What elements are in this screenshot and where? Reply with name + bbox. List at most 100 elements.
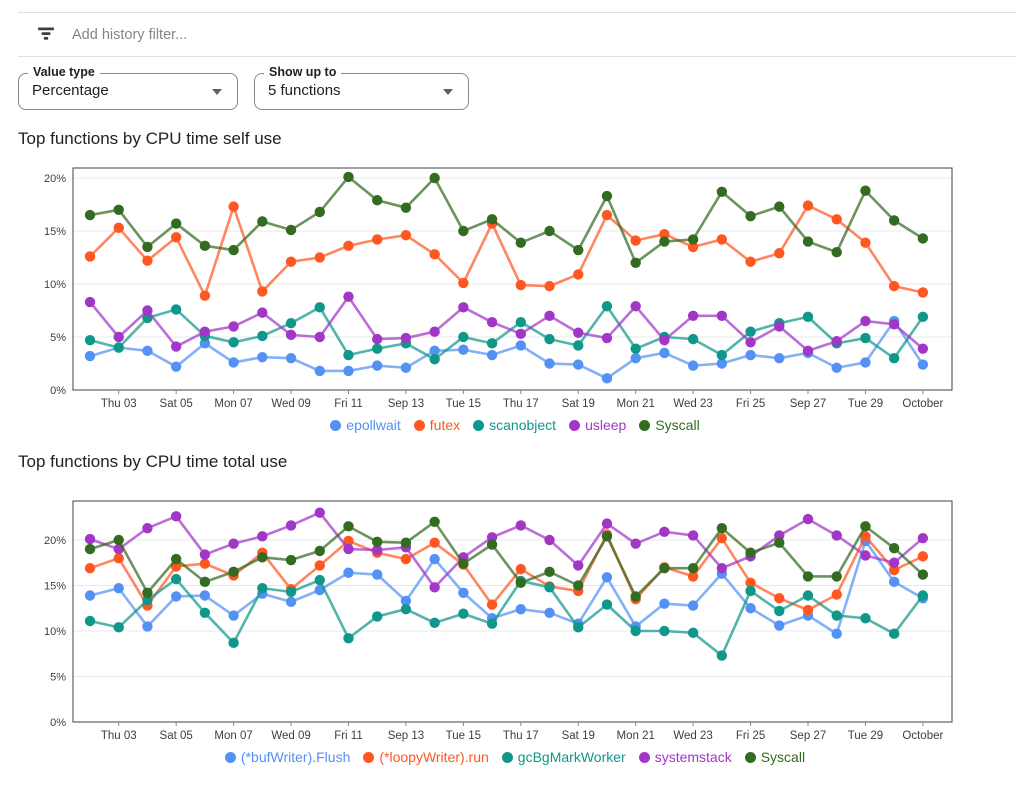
data-point xyxy=(745,256,756,267)
data-point xyxy=(84,296,96,308)
data-point xyxy=(745,349,756,361)
data-point xyxy=(544,310,555,321)
data-point xyxy=(486,338,498,349)
data-point xyxy=(228,637,239,649)
data-point xyxy=(285,596,297,608)
data-point xyxy=(659,563,670,574)
data-point xyxy=(257,351,268,363)
data-point xyxy=(917,287,929,298)
y-axis-tick-label: 15% xyxy=(44,581,66,593)
show-up-to-select[interactable]: Show up to 5 functions xyxy=(254,65,469,110)
data-point xyxy=(774,353,785,364)
data-point xyxy=(888,280,900,292)
data-point xyxy=(257,552,268,563)
data-point xyxy=(458,302,469,313)
data-point xyxy=(113,222,124,234)
data-point xyxy=(745,577,756,588)
data-point xyxy=(285,520,297,531)
data-point xyxy=(774,321,785,332)
data-point xyxy=(458,587,469,598)
value-type-select[interactable]: Value type Percentage xyxy=(18,65,238,110)
data-point xyxy=(429,354,440,365)
data-point xyxy=(257,307,268,318)
data-point xyxy=(745,603,756,614)
data-point xyxy=(687,627,699,639)
data-point xyxy=(802,571,814,582)
data-point xyxy=(716,310,728,321)
data-point xyxy=(400,332,412,344)
legend-dot-icon xyxy=(224,751,236,763)
data-point xyxy=(774,248,785,259)
data-point xyxy=(601,572,613,583)
data-point xyxy=(659,347,670,359)
data-point xyxy=(888,564,900,576)
data-point xyxy=(285,224,297,236)
data-point xyxy=(142,305,153,316)
data-point xyxy=(601,599,613,610)
data-point xyxy=(630,257,641,268)
plot-border xyxy=(72,167,953,391)
legend-dot-icon xyxy=(501,751,513,763)
data-point xyxy=(343,349,354,361)
data-point xyxy=(343,567,354,578)
legend-item: epollwait xyxy=(330,417,401,433)
x-axis-tick-label: Sat 19 xyxy=(562,730,595,742)
data-point xyxy=(84,334,96,346)
data-point xyxy=(573,560,584,571)
data-point xyxy=(170,218,182,229)
data-point xyxy=(659,526,670,538)
data-point xyxy=(372,333,383,345)
data-point xyxy=(716,349,728,361)
series-line xyxy=(88,577,925,657)
data-point xyxy=(314,331,325,343)
data-point xyxy=(860,613,871,624)
data-point xyxy=(84,563,96,574)
data-point xyxy=(573,340,584,351)
data-point xyxy=(228,538,239,549)
data-point xyxy=(601,531,613,542)
y-axis-tick-label: 10% xyxy=(44,626,66,638)
data-point xyxy=(486,316,498,328)
data-point xyxy=(84,590,96,601)
data-point xyxy=(257,531,268,542)
data-point xyxy=(458,225,469,237)
x-axis-tick-label: Sep 27 xyxy=(790,730,826,742)
data-point xyxy=(314,507,325,518)
data-point xyxy=(716,186,728,197)
x-axis-tick-label: Fri 11 xyxy=(334,398,363,410)
legend-dot-icon xyxy=(330,419,342,431)
history-filter-input[interactable] xyxy=(70,22,714,48)
data-point xyxy=(544,534,555,546)
x-axis-tick-label: October xyxy=(902,730,943,742)
data-point xyxy=(601,373,613,384)
data-point xyxy=(515,577,526,588)
data-point xyxy=(343,171,354,183)
x-axis-tick-label: Thu 03 xyxy=(101,730,137,742)
x-axis-tick-label: Mon 21 xyxy=(617,398,655,410)
x-axis-tick-label: Fri 25 xyxy=(736,398,765,410)
x-axis-tick-label: Fri 25 xyxy=(736,730,765,742)
value-type-label: Value type xyxy=(28,65,100,79)
data-point xyxy=(860,332,871,344)
data-point xyxy=(802,311,814,323)
data-point xyxy=(458,331,469,343)
data-point xyxy=(343,543,354,555)
data-point xyxy=(888,576,900,588)
legend-label: futex xyxy=(429,417,461,433)
data-point xyxy=(917,569,929,580)
data-point xyxy=(774,593,785,604)
data-point xyxy=(573,622,584,633)
data-point xyxy=(199,338,211,349)
data-point xyxy=(372,569,383,580)
data-point xyxy=(228,566,239,578)
legend-label: Syscall xyxy=(760,749,806,765)
data-point xyxy=(601,301,613,312)
data-point xyxy=(687,563,699,574)
data-point xyxy=(860,357,871,368)
x-axis-tick-label: Thu 03 xyxy=(101,398,137,410)
data-point xyxy=(372,544,383,556)
data-point xyxy=(314,302,325,313)
data-point xyxy=(659,236,670,247)
data-point xyxy=(831,610,842,621)
data-point xyxy=(458,277,469,289)
